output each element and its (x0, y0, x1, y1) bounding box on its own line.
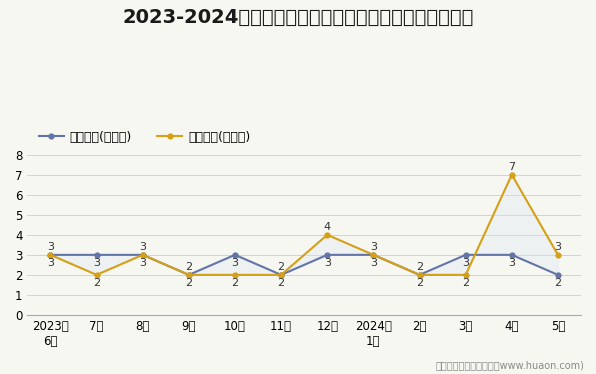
Text: 3: 3 (370, 258, 377, 269)
Text: 3: 3 (47, 242, 54, 252)
Text: 2: 2 (231, 279, 238, 288)
Text: 2023-2024年营口市商品收发货人所在地进、出口额统计: 2023-2024年营口市商品收发货人所在地进、出口额统计 (122, 7, 474, 27)
进口总额(亿美元) (47, 252, 54, 257)
Text: 3: 3 (139, 242, 146, 252)
进口总额(亿美元) (554, 252, 561, 257)
进口总额(亿美元) (139, 252, 146, 257)
出口总额(亿美元) (47, 252, 54, 257)
出口总额(亿美元) (139, 252, 146, 257)
Text: 3: 3 (370, 242, 377, 252)
Text: 4: 4 (324, 223, 331, 232)
进口总额(亿美元) (278, 273, 285, 277)
出口总额(亿美元) (370, 252, 377, 257)
Text: 3: 3 (462, 258, 469, 269)
Text: 2: 2 (416, 263, 423, 273)
Text: 2: 2 (93, 279, 100, 288)
Text: 3: 3 (231, 258, 238, 269)
进口总额(亿美元) (462, 273, 469, 277)
Legend: 出口总额(亿美元), 进口总额(亿美元): 出口总额(亿美元), 进口总额(亿美元) (33, 126, 256, 149)
Text: 2: 2 (416, 279, 423, 288)
Text: 3: 3 (324, 258, 331, 269)
Line: 进口总额(亿美元): 进口总额(亿美元) (48, 172, 560, 277)
Text: 制图：华经产业研究院（www.huaon.com): 制图：华经产业研究院（www.huaon.com) (435, 360, 584, 370)
出口总额(亿美元) (508, 252, 516, 257)
Text: 2: 2 (278, 263, 285, 273)
进口总额(亿美元) (185, 273, 193, 277)
进口总额(亿美元) (370, 252, 377, 257)
Text: 2: 2 (185, 263, 193, 273)
Text: 2: 2 (185, 279, 193, 288)
Text: 3: 3 (93, 258, 100, 269)
出口总额(亿美元) (416, 273, 423, 277)
出口总额(亿美元) (324, 252, 331, 257)
出口总额(亿美元) (231, 252, 238, 257)
出口总额(亿美元) (554, 273, 561, 277)
Text: 2: 2 (462, 279, 469, 288)
Text: 2: 2 (278, 279, 285, 288)
出口总额(亿美元) (93, 252, 100, 257)
Text: 3: 3 (139, 258, 146, 269)
进口总额(亿美元) (416, 273, 423, 277)
Line: 出口总额(亿美元): 出口总额(亿美元) (48, 252, 560, 277)
Text: 7: 7 (508, 162, 516, 172)
Text: 3: 3 (47, 258, 54, 269)
进口总额(亿美元) (231, 273, 238, 277)
进口总额(亿美元) (324, 233, 331, 237)
出口总额(亿美元) (462, 252, 469, 257)
进口总额(亿美元) (508, 172, 516, 177)
Text: 3: 3 (554, 242, 561, 252)
进口总额(亿美元) (93, 273, 100, 277)
出口总额(亿美元) (278, 273, 285, 277)
出口总额(亿美元) (185, 273, 193, 277)
Text: 3: 3 (508, 258, 516, 269)
Text: 2: 2 (554, 279, 561, 288)
